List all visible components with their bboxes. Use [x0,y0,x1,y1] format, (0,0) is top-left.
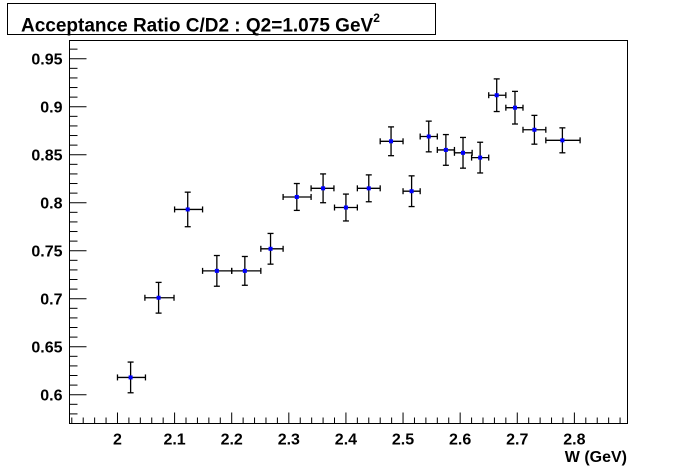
data-point [453,136,473,169]
data-marker [389,139,394,144]
data-point [173,191,204,228]
data-marker [494,93,499,98]
x-tick-label: 2.8 [563,432,585,449]
data-marker [156,295,161,300]
x-tick-label: 2 [113,432,122,449]
y-tick-label: 0.75 [31,244,62,261]
data-point [379,126,404,157]
data-point [545,127,581,154]
data-marker [560,138,565,143]
y-tick-label: 0.7 [40,292,62,309]
data-point [260,232,284,265]
data-marker [242,268,247,273]
data-point [282,182,312,212]
data-point [402,175,421,208]
data-point [436,133,456,166]
x-tick-label: 2.3 [278,432,300,449]
data-marker [268,246,273,251]
y-tick-label: 0.85 [31,148,62,165]
y-tick-label: 0.6 [40,388,62,405]
data-marker [366,186,371,191]
y-tick-label: 0.65 [31,340,62,357]
data-point [470,141,490,174]
x-axis-label: W (GeV) [565,449,627,466]
data-point [310,173,335,204]
data-marker [512,105,517,110]
data-marker [214,268,219,273]
data-marker [478,155,483,160]
x-tick-label: 2.1 [163,432,185,449]
y-tick-label: 0.9 [40,100,62,117]
data-marker [532,127,537,132]
data-marker [294,194,299,199]
x-tick-label: 2.2 [221,432,243,449]
x-tick-label: 2.6 [449,432,471,449]
y-tick-label: 0.95 [31,52,62,69]
data-point [356,174,381,203]
data-marker [185,207,190,212]
data-marker [343,205,348,210]
data-point [333,193,359,222]
data-point [505,90,524,125]
data-marker [321,186,326,191]
chart-title-text: Acceptance Ratio C/D2 : Q2=1.075 GeV [21,15,374,37]
data-marker [426,134,431,139]
data-marker [443,147,448,152]
x-tick-label: 2.5 [392,432,414,449]
data-marker [128,375,133,380]
data-point [231,255,262,286]
x-tick-label: 2.7 [506,432,528,449]
y-tick-label: 0.8 [40,196,62,213]
data-point [522,114,547,145]
data-point [144,281,175,314]
x-tick-label: 2.4 [335,432,357,449]
data-point [201,254,233,287]
data-point [488,78,507,113]
data-point [116,361,147,394]
data-point [419,120,438,153]
data-marker [409,189,414,194]
chart-title: Acceptance Ratio C/D2 : Q2=1.075 GeV2 [7,3,436,37]
data-marker [461,150,466,155]
chart-title-superscript: 2 [373,11,380,25]
plot-frame [69,40,628,424]
